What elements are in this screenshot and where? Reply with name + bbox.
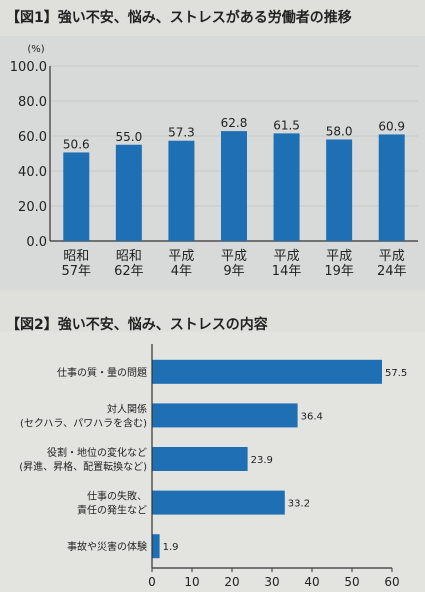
y-axis-unit-label: (%) (27, 44, 44, 55)
category-label: 責任の発生など (77, 504, 147, 517)
bar-value-label: 61.5 (273, 118, 300, 132)
bar-value-label: 55.0 (115, 130, 142, 144)
category-label: 仕事の質・量の問題 (57, 366, 147, 379)
bar (152, 534, 160, 559)
bar-value-label: 58.0 (326, 125, 353, 139)
figure2-title: 【図2】強い不安、悩み、ストレスの内容 (6, 317, 268, 333)
y-tick-label: 60.0 (18, 130, 47, 145)
category-label: (昇進、昇格、配置転換など) (19, 460, 147, 473)
y-tick-label: 0.0 (26, 235, 47, 250)
x-tick-label: 平成 (168, 249, 194, 264)
bar-value-label: 57.5 (385, 368, 407, 379)
category-label: 仕事の失敗、 (87, 490, 147, 503)
bar-value-label: 23.9 (251, 455, 273, 466)
y-tick-label: 20.0 (18, 200, 47, 215)
x-tick-label: 平成 (326, 249, 352, 264)
x-tick-label: 昭和 (63, 249, 89, 264)
category-label: (セクハラ、パワハラを含む) (20, 416, 147, 429)
x-tick-label: 60 (384, 575, 399, 589)
bar-value-label: 50.6 (63, 137, 90, 151)
x-tick-label: 24年 (377, 264, 407, 279)
bar (168, 140, 195, 241)
x-tick-label: 50 (344, 575, 359, 589)
x-tick-label: 20 (224, 575, 239, 589)
bar-value-label: 62.8 (221, 116, 248, 130)
x-tick-label: 平成 (274, 249, 300, 264)
bar-value-label: 1.9 (163, 542, 179, 553)
figure1-panel: (%) 0.0 20.0 40.0 60.0 80.0 100.0 50.6 昭和 57年 55.0… (0, 36, 425, 290)
bar-value-label: 36.4 (301, 411, 323, 422)
x-tick-label: 9年 (223, 264, 244, 279)
bar (115, 144, 142, 241)
x-tick-label: 4年 (171, 264, 192, 279)
x-tick-label: 0 (148, 575, 156, 589)
x-tick-label: 平成 (379, 249, 405, 264)
x-tick-label: 昭和 (116, 249, 142, 264)
bar (152, 359, 382, 384)
y-tick-label: 80.0 (18, 95, 47, 110)
bar (326, 139, 353, 241)
figure2-horizontal-bar-chart: 57.5 仕事の質・量の問題 36.4 対人関係(セクハラ、パワハラを含む) 23.9 役… (19, 344, 407, 589)
bar (273, 133, 300, 241)
bar-value-label: 60.9 (378, 119, 405, 133)
y-tick-label: 40.0 (18, 165, 47, 180)
bar (152, 490, 285, 515)
x-tick-label: 57年 (62, 264, 92, 279)
x-tick-label: 14年 (272, 264, 302, 279)
x-tick-label: 30 (264, 575, 279, 589)
x-tick-label: 19年 (324, 264, 354, 279)
bar (152, 447, 248, 471)
bar-value-label: 57.3 (168, 126, 195, 140)
x-tick-label: 40 (304, 575, 319, 589)
x-tick-label: 62年 (114, 264, 144, 279)
category-label: 事故や災害の体験 (67, 540, 147, 553)
y-tick-label: 100.0 (10, 60, 47, 75)
bar (63, 152, 90, 241)
category-label: 役割・地位の変化など (47, 446, 147, 459)
x-tick-label: 平成 (221, 249, 247, 264)
figure2-panel: 57.5 仕事の質・量の問題 36.4 対人関係 (セクハラ、パワハラを含む) 23.9 役… (0, 332, 425, 592)
bar-value-label: 33.2 (288, 499, 310, 510)
bar (152, 403, 298, 428)
figure1-bar-chart: (%)0.020.040.060.080.0100.050.6昭和57年55.0… (10, 44, 418, 279)
bar (221, 131, 247, 241)
bar (378, 134, 405, 241)
figure1-title: 【図1】強い不安、悩み、ストレスがある労働者の推移 (6, 10, 352, 26)
x-tick-label: 10 (184, 575, 199, 589)
category-label: 対人関係 (107, 402, 147, 415)
